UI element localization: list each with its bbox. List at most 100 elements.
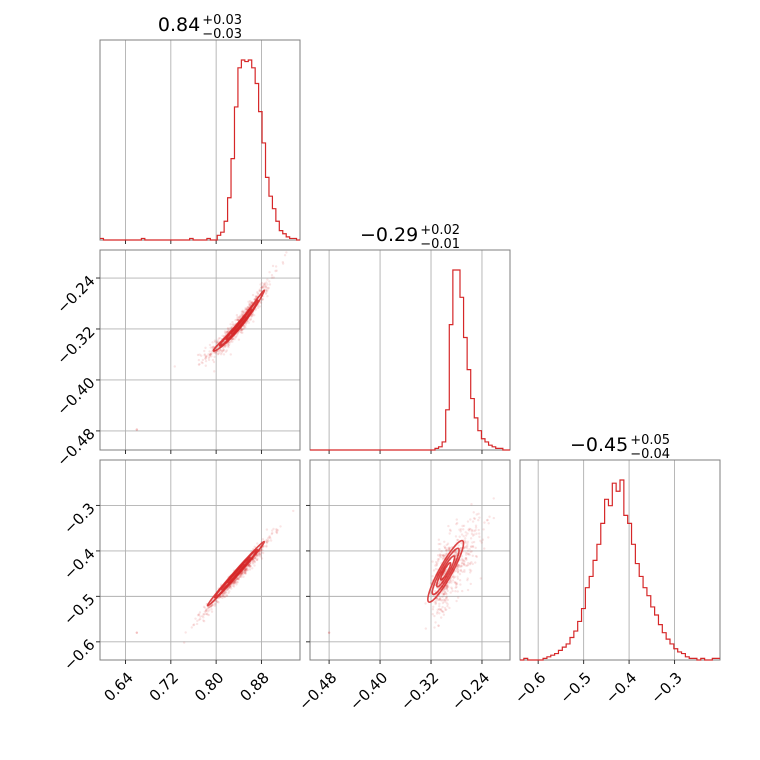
scatter-point [228, 590, 231, 593]
scatter-point [249, 565, 252, 568]
scatter-point [235, 583, 238, 586]
scatter-point [424, 602, 427, 605]
scatter-point [461, 557, 464, 561]
scatter-point [233, 582, 236, 585]
scatter-point [211, 358, 215, 362]
scatter-point [468, 527, 471, 531]
scatter-point [216, 600, 219, 604]
scatter-point [225, 588, 229, 592]
scatter-point [433, 600, 436, 604]
scatter-point [454, 553, 457, 557]
scatter-point [225, 594, 228, 597]
scatter-point [228, 586, 231, 589]
scatter-point [470, 530, 474, 533]
scatter-point [219, 595, 222, 598]
scatter-point [237, 577, 240, 580]
scatter-point [197, 358, 201, 362]
scatter-point [443, 606, 447, 610]
scatter-point [268, 535, 271, 538]
scatter-point [438, 598, 441, 601]
scatter-point [455, 569, 458, 573]
scatter-point [275, 269, 278, 272]
scatter-point [235, 334, 239, 337]
scatter-point [492, 516, 496, 520]
scatter-point [471, 541, 474, 544]
scatter-point [459, 565, 462, 568]
scatter-point [460, 564, 464, 568]
scatter-point [258, 289, 262, 292]
scatter-point [437, 542, 440, 546]
scatter-point [262, 285, 265, 288]
scatter-point [252, 313, 256, 317]
scatter-point [240, 575, 243, 579]
scatter-point [438, 608, 441, 611]
scatter-point [465, 545, 468, 548]
scatter-point [268, 283, 272, 286]
scatter-point [474, 554, 478, 558]
scatter-point [264, 292, 268, 295]
scatter-point [470, 561, 473, 564]
scatter-point [271, 264, 275, 268]
scatter-point [243, 571, 246, 575]
scatter-point [448, 580, 451, 584]
scatter-point [205, 609, 208, 612]
scatter-point [487, 522, 490, 525]
scatter-point [472, 517, 476, 520]
scatter-point [441, 605, 444, 609]
scatter-point [201, 358, 205, 362]
scatter-point [248, 565, 252, 569]
scatter-point [217, 601, 220, 604]
scatter-point [440, 592, 443, 595]
scatter-point [240, 573, 244, 576]
scatter-point [234, 319, 237, 322]
y-tick-label: −0.24 [53, 272, 98, 317]
scatter-point [216, 339, 219, 342]
scatter-point [469, 518, 472, 521]
scatter-point [219, 349, 222, 352]
scatter-point [224, 591, 228, 595]
scatter-point [327, 631, 331, 634]
scatter-point [456, 566, 459, 569]
scatter-point [260, 281, 264, 285]
scatter-point [254, 557, 257, 560]
scatter-point [246, 306, 249, 309]
scatter-point [257, 552, 260, 555]
scatter-point [243, 571, 247, 575]
scatter-point [456, 568, 459, 571]
scatter-point [441, 558, 445, 561]
scatter-point [449, 591, 452, 594]
scatter-point [477, 512, 480, 515]
scatter-point [223, 590, 227, 594]
scatter-point [443, 553, 446, 556]
scatter-point [448, 548, 451, 551]
scatter-point [435, 612, 439, 615]
scatter-point [444, 586, 447, 589]
scatter-point [449, 579, 452, 583]
scatter-point [251, 560, 254, 563]
scatter-point [461, 562, 464, 565]
scatter-point [275, 528, 278, 532]
scatter-point [466, 540, 470, 544]
scatter-point [483, 547, 486, 550]
scatter-point [444, 608, 447, 612]
scatter-point [270, 532, 273, 536]
scatter-point [458, 572, 462, 576]
scatter-point [250, 314, 253, 317]
scatter-point [457, 544, 460, 547]
scatter-point [462, 524, 466, 528]
scatter-point [487, 536, 490, 539]
scatter-point [262, 551, 265, 555]
scatter-point [244, 572, 247, 575]
scatter-point [223, 592, 227, 596]
scatter-point [477, 518, 480, 522]
scatter-point [443, 546, 447, 550]
scatter-point [182, 641, 186, 644]
scatter-point [474, 546, 477, 550]
scatter-point [237, 338, 241, 341]
scatter-point [443, 590, 446, 594]
scatter-point [446, 542, 450, 545]
scatter-point [442, 554, 445, 557]
scatter-point [266, 295, 269, 298]
scatter-point [244, 571, 247, 574]
scatter-point [202, 613, 206, 616]
